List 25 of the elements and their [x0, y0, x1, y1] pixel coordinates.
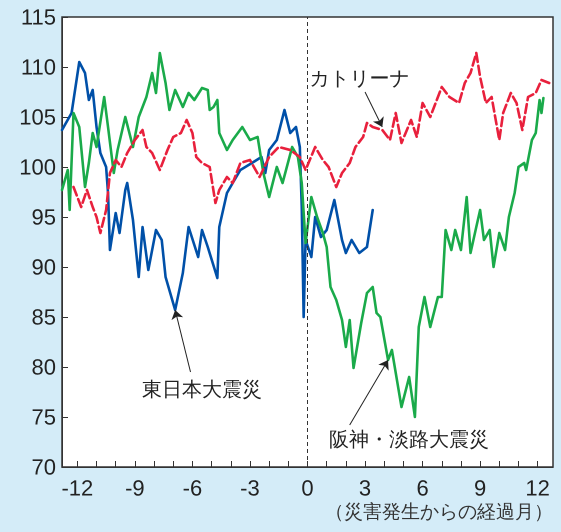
x-tick-label: -3 [240, 476, 260, 500]
y-tick-label: 105 [19, 104, 56, 130]
annotation: 阪神・淡路大震災 [329, 429, 490, 451]
y-tick-label: 115 [20, 4, 56, 30]
annotation: 東日本大震災 [142, 379, 262, 401]
annotation: カトリーナ [309, 68, 410, 90]
y-tick-label: 110 [20, 54, 56, 80]
x-tick-label: -9 [125, 476, 145, 500]
x-tick-label: 0 [301, 476, 314, 500]
y-tick-label: 100 [19, 154, 56, 180]
x-tick-label: 3 [358, 476, 372, 500]
y-tick-label: 90 [32, 254, 56, 280]
y-tick-label: 85 [32, 304, 56, 330]
y-tick-label: 80 [32, 354, 56, 380]
y-tick-label: 95 [32, 204, 56, 230]
y-tick-label: 75 [32, 404, 56, 430]
x-tick-label: -6 [182, 476, 202, 500]
x-axis-title: （災害発生からの経過月） [325, 501, 553, 523]
x-tick-label: 9 [474, 476, 486, 500]
line-series [60, 52, 545, 418]
x-tick-label: 12 [525, 476, 550, 500]
line-series [72, 52, 550, 234]
x-tick-label: -12 [61, 476, 94, 500]
y-tick-label: 70 [32, 454, 56, 480]
x-tick-label: 6 [416, 476, 429, 500]
